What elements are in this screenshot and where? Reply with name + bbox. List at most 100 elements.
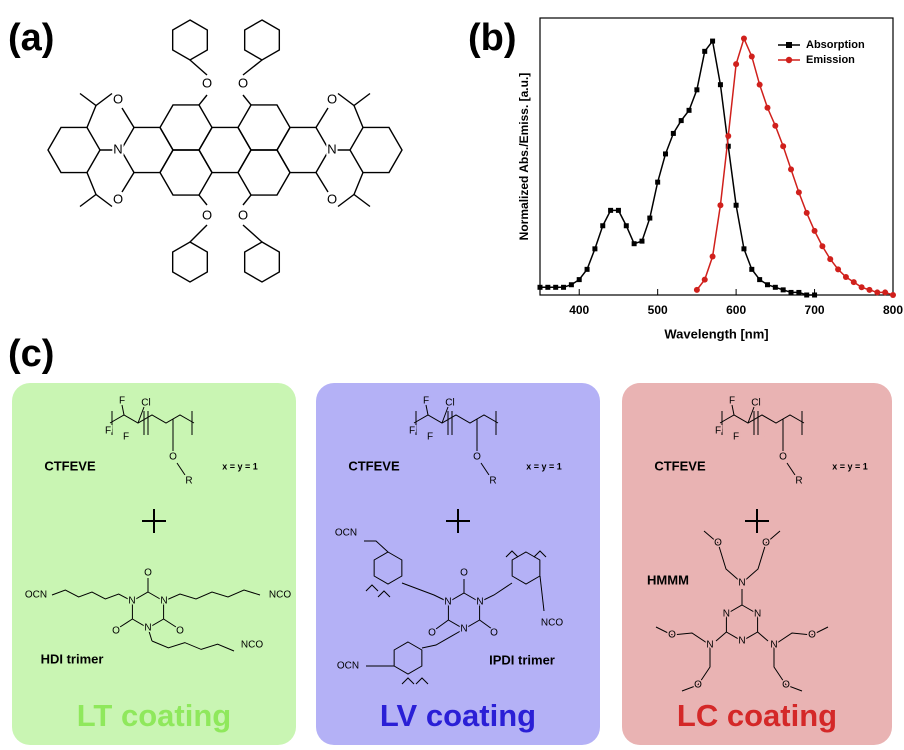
ring (160, 150, 212, 195)
marker (851, 279, 857, 285)
marker (882, 289, 888, 295)
marker (585, 267, 590, 272)
atom-label: x (153, 430, 157, 439)
atom-label: O (782, 680, 790, 691)
marker (804, 293, 809, 298)
marker (545, 285, 550, 290)
bond (338, 94, 370, 106)
marker (733, 61, 739, 67)
marker (679, 118, 684, 123)
bond (122, 173, 134, 193)
marker (827, 256, 833, 262)
marker (757, 82, 763, 88)
marker (749, 53, 755, 59)
atom-label: O (113, 191, 123, 206)
atom-label: F (715, 426, 721, 437)
bond (190, 225, 207, 242)
marker (835, 266, 841, 272)
atom-label: OCN (25, 590, 47, 601)
atom-label: F (427, 432, 433, 443)
bond (122, 108, 134, 128)
marker (741, 36, 747, 42)
atom-label: F (105, 426, 111, 437)
x-tick-label: 500 (648, 303, 668, 317)
marker (710, 39, 715, 44)
atom-label: N (738, 636, 745, 647)
bond (87, 173, 96, 195)
ring (238, 105, 290, 150)
atom-label: O (238, 207, 248, 222)
atom-label: N (476, 597, 483, 608)
atom-label: O (762, 538, 770, 549)
panel-label: (c) (8, 333, 54, 375)
x-tick-label: 400 (569, 303, 589, 317)
atom-label: Cl (751, 398, 760, 409)
formula-note: x = y = 1 (832, 461, 868, 471)
legend-marker (786, 42, 792, 48)
marker (553, 285, 558, 290)
bond (338, 195, 370, 207)
atom-label: N (723, 609, 730, 620)
atom-label: N (144, 623, 151, 634)
bond (199, 95, 207, 105)
atom-label: O (779, 452, 787, 463)
marker (569, 282, 574, 287)
crosslinker-name: HMMM (647, 572, 689, 587)
marker (789, 290, 794, 295)
ring (238, 150, 290, 195)
crosslinker-name: IPDI trimer (489, 652, 555, 667)
atom-label: F (119, 396, 125, 407)
x-axis-label: Wavelength [nm] (664, 326, 768, 341)
ring (121, 127, 173, 172)
atom-label: F (123, 432, 129, 443)
marker (773, 285, 778, 290)
marker (780, 143, 786, 149)
bond (354, 106, 363, 128)
atom-label: N (444, 597, 451, 608)
marker (819, 243, 825, 249)
atom-label: F (409, 426, 415, 437)
atom-label: Cl (445, 398, 454, 409)
ring (173, 20, 208, 60)
atom-label: O (808, 630, 816, 641)
atom-label: N (113, 141, 122, 156)
atom-label: O (202, 75, 212, 90)
marker (702, 49, 707, 54)
bond (190, 60, 207, 75)
formula-note: x = y = 1 (222, 461, 258, 471)
bond (243, 225, 262, 242)
legend-marker (786, 57, 792, 63)
marker (812, 228, 818, 234)
atom-label: N (770, 640, 777, 651)
atom-label: O (694, 680, 702, 691)
atom-label: O (112, 626, 120, 637)
marker (592, 246, 597, 251)
atom-label: O (144, 568, 152, 579)
marker (694, 287, 700, 293)
marker (874, 289, 880, 295)
crosslinker-name: HDI trimer (41, 651, 104, 666)
atom-label: R (795, 476, 802, 487)
atom-label: Cl (141, 398, 150, 409)
marker (616, 208, 621, 213)
marker (600, 223, 605, 228)
y-axis-label: Normalized Abs./Emiss. [a.u.] (517, 73, 531, 241)
atom-label: F (423, 396, 429, 407)
atom-label: N (754, 609, 761, 620)
panel-label: (b) (468, 17, 517, 59)
marker (663, 151, 668, 156)
atom-label: N (460, 624, 467, 635)
atom-label: N (327, 141, 336, 156)
x-tick-label: 800 (883, 303, 903, 317)
atom-label: NCO (241, 640, 263, 651)
marker (647, 216, 652, 221)
marker (632, 241, 637, 246)
marker (859, 284, 865, 290)
atom-label: R (489, 476, 496, 487)
atom-label: O (473, 452, 481, 463)
formula-note: x = y = 1 (526, 461, 562, 471)
marker (788, 166, 794, 172)
marker (741, 246, 746, 251)
marker (812, 293, 817, 298)
legend-label: Absorption (806, 39, 865, 51)
